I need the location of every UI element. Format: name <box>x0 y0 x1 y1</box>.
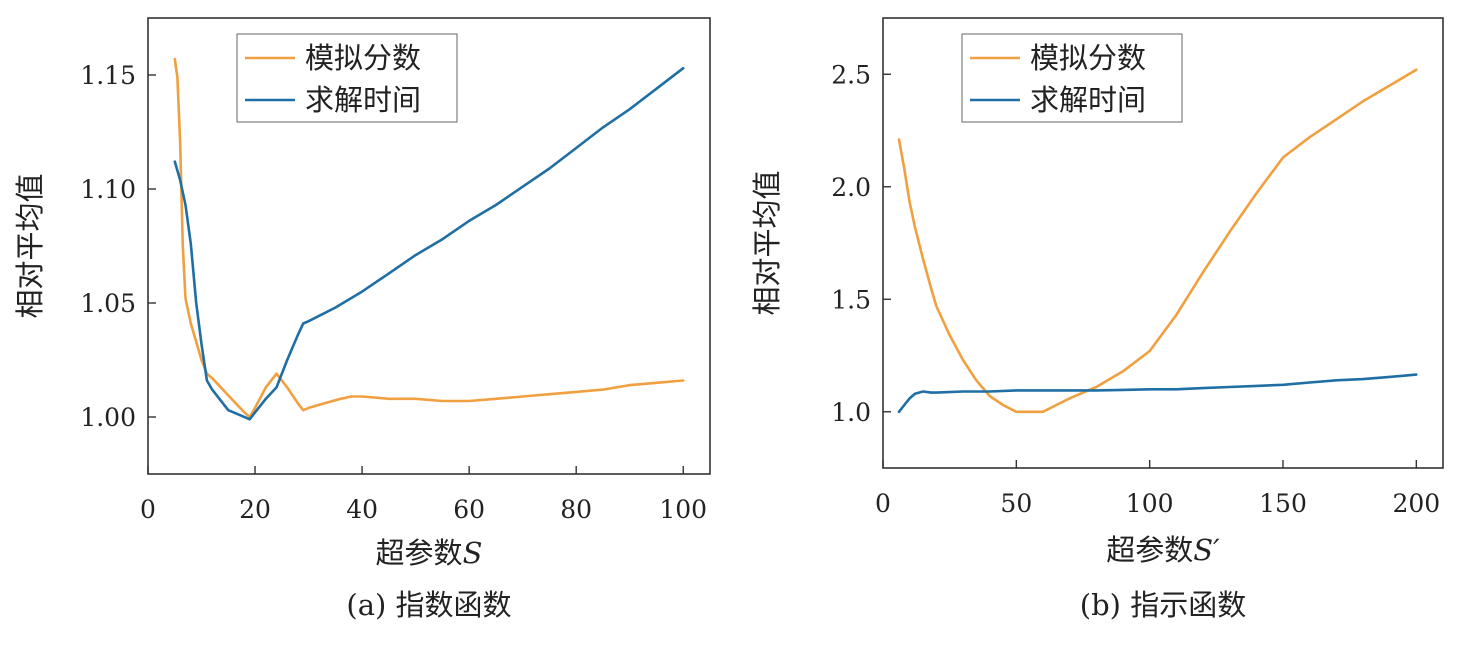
legend-box <box>236 33 458 123</box>
x-axis-title-variable: S <box>463 536 483 570</box>
series-line-score <box>173 57 685 419</box>
y-tick-label: 1.00 <box>80 403 136 432</box>
y-tick-label: 1.10 <box>80 175 136 204</box>
x-axis-title: 超参数S′ <box>1106 533 1220 567</box>
x-tick-label: 60 <box>453 495 485 524</box>
series-line-score <box>897 68 1418 414</box>
legend-box <box>961 33 1183 123</box>
plot-frame <box>882 17 1444 469</box>
x-tick-label: 80 <box>560 495 592 524</box>
plot-frame <box>147 17 711 475</box>
subfigure-caption: (b) 指示函数 <box>1080 588 1246 622</box>
legend-label: 求解时间 <box>1030 83 1146 117</box>
y-tick-label: 2.5 <box>831 60 871 89</box>
x-tick-label: 200 <box>1392 489 1440 518</box>
legend-label: 模拟分数 <box>1030 41 1146 75</box>
y-tick-label: 1.05 <box>80 289 136 318</box>
y-tick-label: 1.15 <box>80 61 136 90</box>
x-axis-title: 超参数S <box>376 536 483 570</box>
x-tick-label: 40 <box>346 495 378 524</box>
x-axis-title-text: 超参数 <box>1106 533 1193 567</box>
legend-label: 模拟分数 <box>305 41 421 75</box>
legend-label: 求解时间 <box>305 83 421 117</box>
series-line-time <box>897 373 1418 414</box>
x-tick-label: 0 <box>140 495 156 524</box>
x-tick-label: 100 <box>659 495 707 524</box>
x-tick-label: 100 <box>1126 489 1174 518</box>
x-axis-title-text: 超参数 <box>376 536 463 570</box>
series-line-time <box>173 66 685 421</box>
y-tick-label: 2.0 <box>831 173 871 202</box>
y-axis-title: 相对平均值 <box>750 170 784 315</box>
y-axis-title: 相对平均值 <box>13 173 47 318</box>
y-tick-label: 1.0 <box>831 398 871 427</box>
subfigure-caption: (a) 指数函数 <box>346 588 511 622</box>
chart-exponential: 0 20 40 60 80 100 1.00 1.05 1.10 1.15 模拟分数求解时间超参数S… <box>13 17 711 622</box>
x-axis-title-variable: S′ <box>1193 533 1220 567</box>
y-tick-label: 1.5 <box>831 285 871 314</box>
x-tick-label: 50 <box>1000 489 1032 518</box>
x-tick-label: 20 <box>239 495 271 524</box>
x-tick-label: 150 <box>1259 489 1307 518</box>
x-tick-label: 0 <box>875 489 891 518</box>
